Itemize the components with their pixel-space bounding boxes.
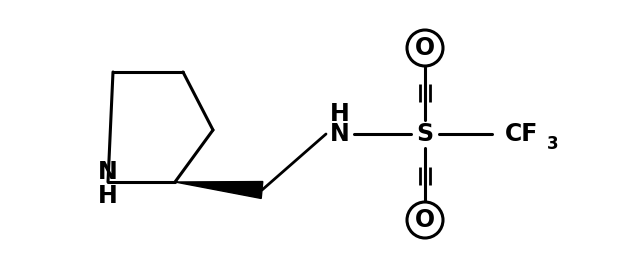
Text: S: S: [417, 122, 433, 146]
Text: O: O: [415, 208, 435, 232]
Text: CF: CF: [506, 122, 539, 146]
Text: N: N: [330, 122, 350, 146]
Polygon shape: [175, 181, 263, 199]
Text: N: N: [98, 160, 118, 184]
Text: 3: 3: [547, 135, 559, 153]
Text: H: H: [330, 102, 350, 126]
Text: O: O: [415, 36, 435, 60]
Text: H: H: [98, 184, 118, 208]
